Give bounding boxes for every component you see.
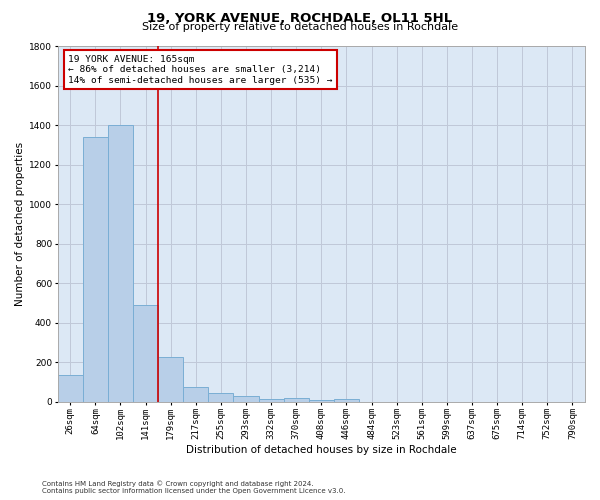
Bar [259, 398, 284, 402]
Text: 19, YORK AVENUE, ROCHDALE, OL11 5HL: 19, YORK AVENUE, ROCHDALE, OL11 5HL [148, 12, 452, 26]
Bar [183, 387, 208, 402]
Bar [158, 357, 183, 402]
Bar [233, 396, 259, 402]
Bar [58, 375, 83, 402]
X-axis label: Distribution of detached houses by size in Rochdale: Distribution of detached houses by size … [186, 445, 457, 455]
Bar [309, 400, 334, 402]
Bar [284, 398, 309, 402]
Text: Size of property relative to detached houses in Rochdale: Size of property relative to detached ho… [142, 22, 458, 32]
Bar [334, 398, 359, 402]
Bar [208, 392, 233, 402]
Y-axis label: Number of detached properties: Number of detached properties [15, 142, 25, 306]
Text: 19 YORK AVENUE: 165sqm
← 86% of detached houses are smaller (3,214)
14% of semi-: 19 YORK AVENUE: 165sqm ← 86% of detached… [68, 55, 333, 84]
Bar [133, 305, 158, 402]
Bar [108, 125, 133, 402]
Text: Contains HM Land Registry data © Crown copyright and database right 2024.
Contai: Contains HM Land Registry data © Crown c… [42, 480, 346, 494]
Bar [83, 137, 108, 402]
